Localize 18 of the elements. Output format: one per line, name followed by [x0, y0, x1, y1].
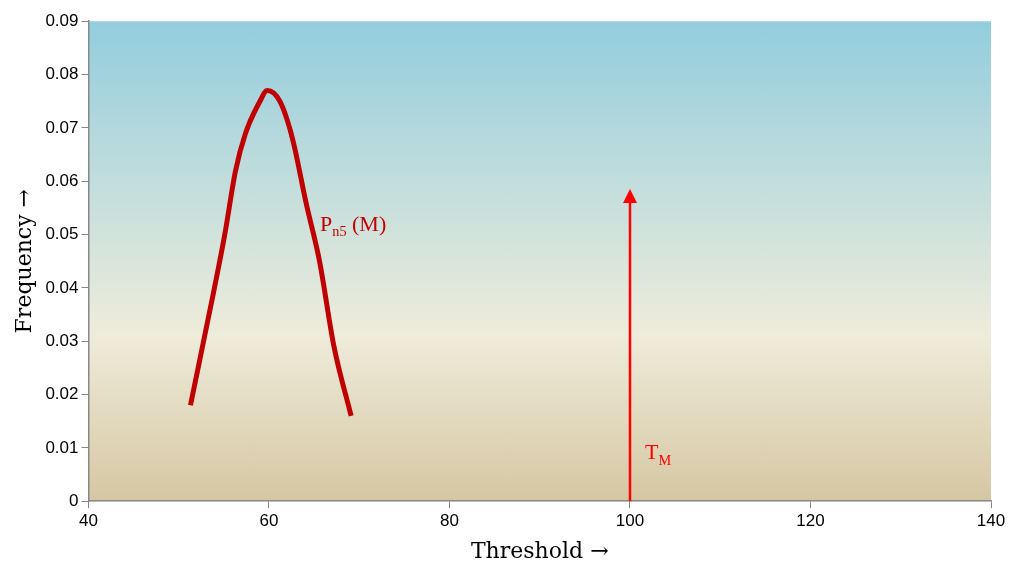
y-tick-label: 0.05	[45, 224, 79, 244]
y-tick-label: 0.08	[45, 64, 79, 84]
x-tick-label: 40	[79, 511, 98, 531]
y-tick-label: 0.04	[45, 277, 79, 297]
x-tick-label: 80	[440, 511, 459, 531]
y-tick-label: 0.01	[45, 437, 79, 457]
x-tick-label: 120	[796, 511, 825, 531]
y-tick-label: 0.07	[45, 117, 79, 137]
y-tick-label: 0.03	[45, 330, 79, 350]
y-tick-label: 0	[69, 490, 79, 510]
x-tick-label: 140	[976, 511, 1006, 531]
x-tick-label: 100	[615, 511, 645, 531]
x-axis-title: Threshold →	[470, 537, 609, 563]
y-tick-label: 0.06	[45, 170, 79, 190]
y-axis-title: Frequency →	[10, 188, 36, 334]
x-tick-label: 60	[259, 511, 279, 531]
y-tick-label: 0.02	[45, 384, 79, 404]
y-tick-label: 0.09	[45, 10, 79, 30]
